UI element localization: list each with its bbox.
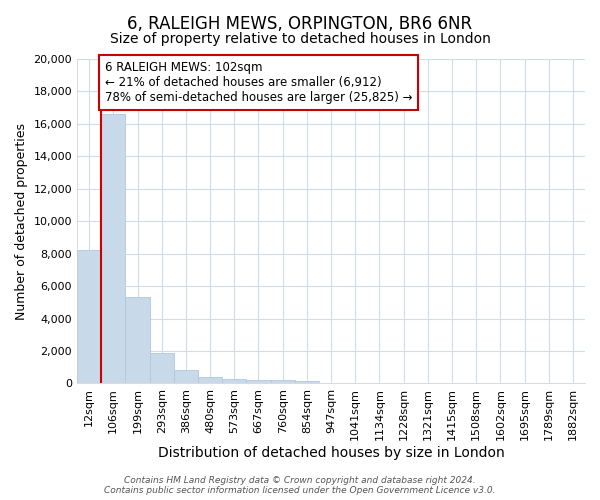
Bar <box>222 379 247 384</box>
Text: Contains HM Land Registry data © Crown copyright and database right 2024.
Contai: Contains HM Land Registry data © Crown c… <box>104 476 496 495</box>
Bar <box>271 380 295 384</box>
Text: Size of property relative to detached houses in London: Size of property relative to detached ho… <box>110 32 490 46</box>
Bar <box>125 298 149 384</box>
Y-axis label: Number of detached properties: Number of detached properties <box>15 122 28 320</box>
X-axis label: Distribution of detached houses by size in London: Distribution of detached houses by size … <box>158 446 505 460</box>
Bar <box>101 114 125 384</box>
Text: 6, RALEIGH MEWS, ORPINGTON, BR6 6NR: 6, RALEIGH MEWS, ORPINGTON, BR6 6NR <box>127 15 473 33</box>
Bar <box>295 381 319 384</box>
Bar <box>247 380 271 384</box>
Bar <box>77 250 101 384</box>
Bar <box>149 354 174 384</box>
Bar <box>174 370 198 384</box>
Bar <box>198 378 222 384</box>
Text: 6 RALEIGH MEWS: 102sqm
← 21% of detached houses are smaller (6,912)
78% of semi-: 6 RALEIGH MEWS: 102sqm ← 21% of detached… <box>105 60 412 104</box>
